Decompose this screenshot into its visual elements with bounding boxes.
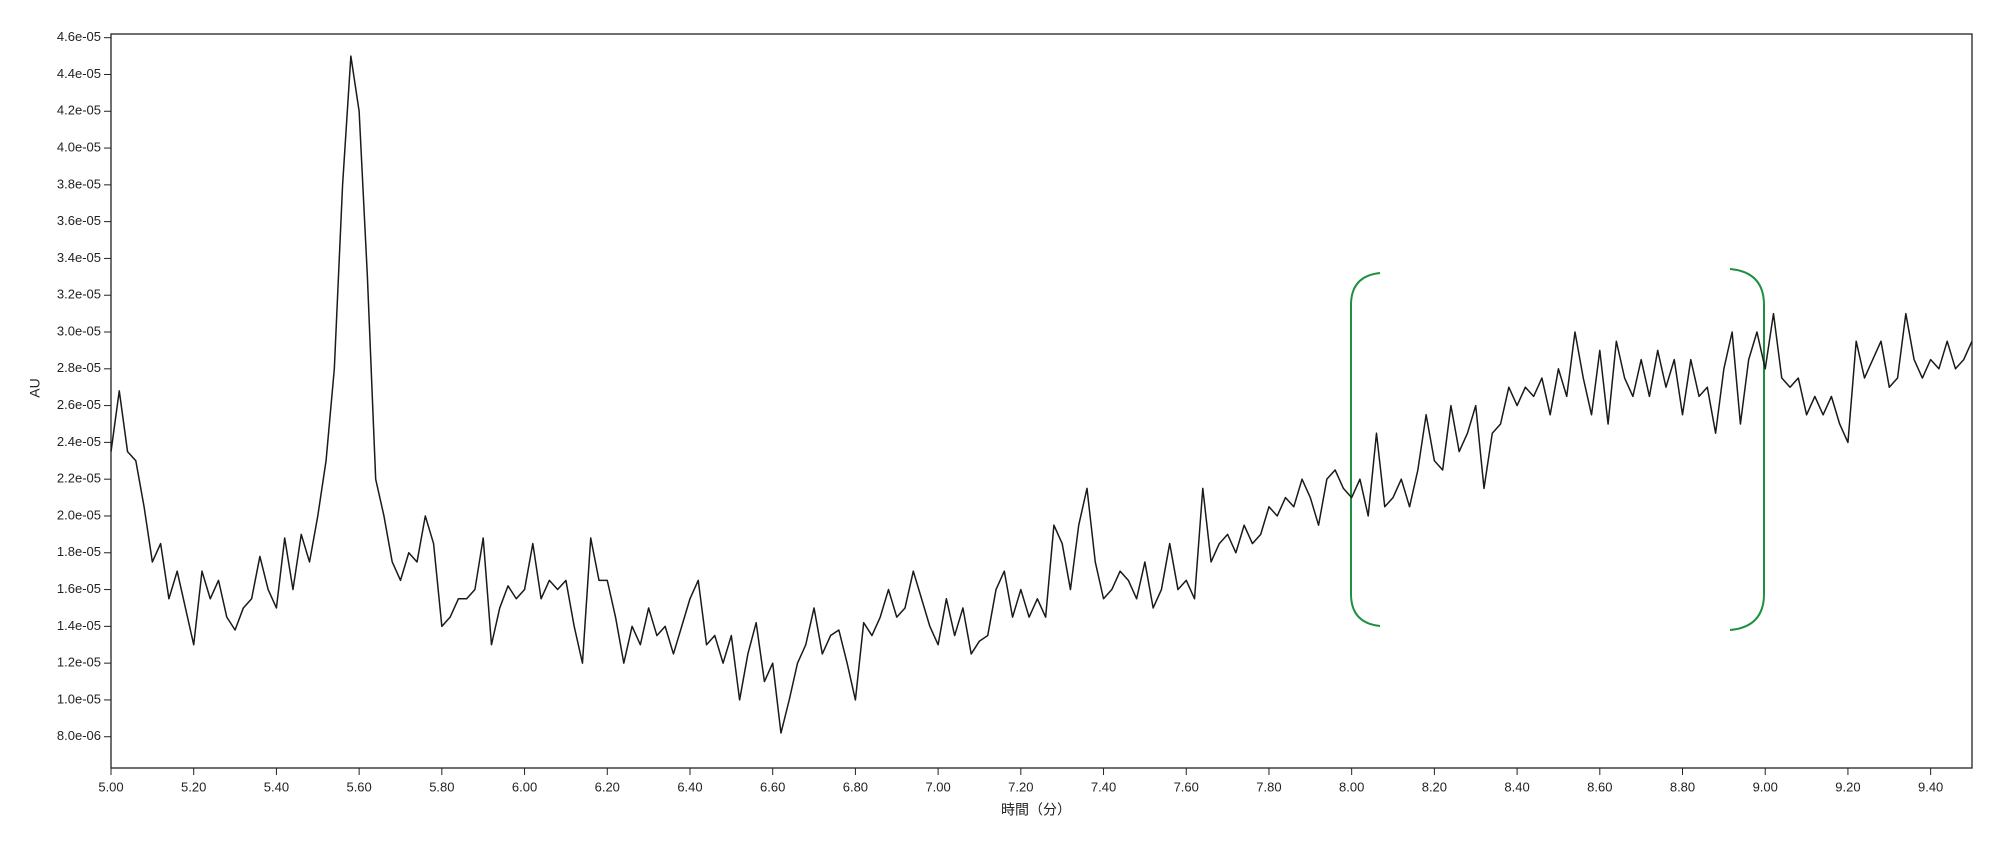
x-axis-label: 時間（分） xyxy=(1001,802,1071,818)
x-tick-label: 7.40 xyxy=(1091,779,1116,794)
x-tick-label: 5.60 xyxy=(346,779,371,794)
x-tick-label: 6.20 xyxy=(595,779,620,794)
y-tick-label: 3.6e-05 xyxy=(57,213,101,228)
y-tick-label: 1.0e-05 xyxy=(57,691,101,706)
x-tick-label: 5.80 xyxy=(429,779,454,794)
x-tick-label: 8.40 xyxy=(1504,779,1529,794)
y-tick-label: 2.8e-05 xyxy=(57,360,101,375)
y-tick-label: 1.4e-05 xyxy=(57,618,101,633)
y-tick-label: 4.6e-05 xyxy=(57,29,101,44)
y-tick-label: 2.6e-05 xyxy=(57,397,101,412)
signal-line xyxy=(110,55,1973,734)
x-tick-label: 6.00 xyxy=(512,779,537,794)
x-tick-label: 8.80 xyxy=(1670,779,1695,794)
bracket-left xyxy=(1350,272,1381,627)
y-tick-label: 3.8e-05 xyxy=(57,176,101,191)
x-tick-label: 8.00 xyxy=(1339,779,1364,794)
y-tick-label: 3.0e-05 xyxy=(57,323,101,338)
y-tick-label: 3.4e-05 xyxy=(57,250,101,265)
x-tick-label: 6.80 xyxy=(843,779,868,794)
y-tick-label: 1.6e-05 xyxy=(57,581,101,596)
y-tick-label: 4.2e-05 xyxy=(57,103,101,118)
x-tick-label: 8.60 xyxy=(1587,779,1612,794)
x-tick-label: 6.60 xyxy=(760,779,785,794)
y-tick-label: 3.2e-05 xyxy=(57,287,101,302)
x-tick-label: 9.20 xyxy=(1835,779,1860,794)
x-tick-label: 5.00 xyxy=(98,779,123,794)
plot-frame xyxy=(110,33,1973,769)
y-axis-label: AU xyxy=(27,378,43,397)
bracket-right xyxy=(1729,268,1765,631)
x-tick-label: 8.20 xyxy=(1422,779,1447,794)
y-tick-label: 4.4e-05 xyxy=(57,66,101,81)
x-tick-label: 7.80 xyxy=(1256,779,1281,794)
x-tick-label: 9.40 xyxy=(1918,779,1943,794)
y-tick-label: 2.2e-05 xyxy=(57,471,101,486)
y-tick-label: 1.2e-05 xyxy=(57,655,101,670)
y-tick-label: 2.4e-05 xyxy=(57,434,101,449)
x-tick-label: 5.40 xyxy=(264,779,289,794)
y-tick-label: 1.8e-05 xyxy=(57,544,101,559)
x-tick-label: 7.60 xyxy=(1174,779,1199,794)
y-tick-label: 2.0e-05 xyxy=(57,507,101,522)
y-tick-label: 4.0e-05 xyxy=(57,139,101,154)
x-tick-label: 9.00 xyxy=(1753,779,1778,794)
x-tick-label: 5.20 xyxy=(181,779,206,794)
x-tick-label: 6.40 xyxy=(677,779,702,794)
x-tick-label: 7.20 xyxy=(1008,779,1033,794)
x-tick-label: 7.00 xyxy=(925,779,950,794)
y-tick-label: 8.0e-06 xyxy=(57,728,101,743)
